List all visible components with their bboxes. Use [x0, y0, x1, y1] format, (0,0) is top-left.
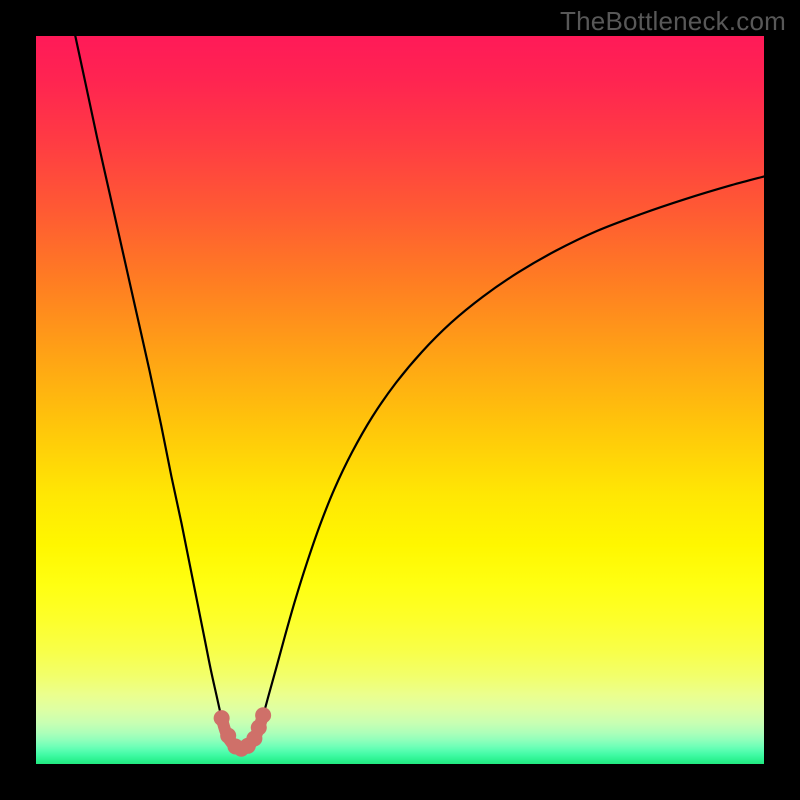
chart-stage: TheBottleneck.com [0, 0, 800, 800]
watermark-text: TheBottleneck.com [560, 6, 786, 37]
plot-background [36, 36, 764, 764]
bottleneck-curve-plot [0, 0, 800, 800]
valley-marker [214, 710, 230, 726]
valley-marker [255, 707, 271, 723]
